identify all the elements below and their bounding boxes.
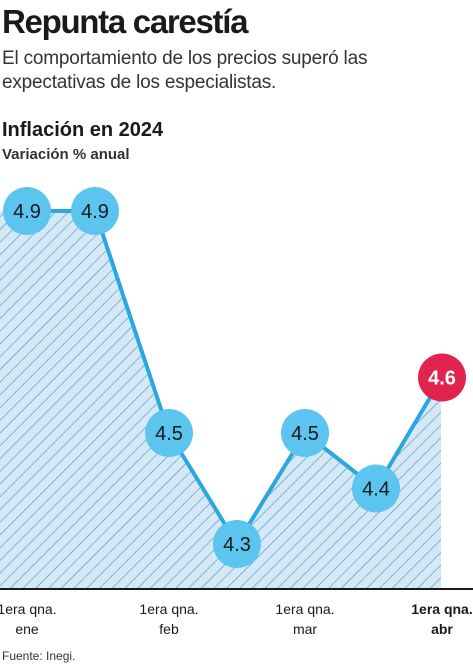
x-tick-month-label: abr xyxy=(431,621,453,637)
data-point-marker xyxy=(145,409,193,457)
data-point-marker xyxy=(281,409,329,457)
data-value-label: 4.9 xyxy=(13,201,41,223)
data-point-marker xyxy=(213,520,261,568)
chart-title: Inflación en 2024 xyxy=(2,119,164,141)
source-note: Fuente: Inegi. xyxy=(2,649,76,663)
x-tick-label: 1era qna. xyxy=(139,601,198,617)
highlight-marker xyxy=(418,353,466,402)
data-value-label: 4.4 xyxy=(362,479,390,501)
subheadline: El comportamiento de los precios superó … xyxy=(2,48,368,93)
data-value-label: 4.5 xyxy=(155,423,183,445)
x-tick-label: 1era qna. xyxy=(0,601,57,617)
x-tick-label: 1era qna. xyxy=(411,601,472,617)
headline: Repunta carestía xyxy=(2,3,248,40)
x-tick-month-label: feb xyxy=(159,621,179,637)
inflation-area-fill xyxy=(0,211,442,589)
data-value-label: 4.6 xyxy=(428,368,456,390)
x-tick-label: 1era qna. xyxy=(275,601,334,617)
data-point-marker xyxy=(71,187,119,235)
data-point-marker xyxy=(352,464,400,513)
chart-subtitle: Variación % anual xyxy=(2,146,130,163)
data-value-label: 4.9 xyxy=(81,201,109,223)
data-value-label: 4.3 xyxy=(223,534,251,556)
data-value-label: 4.5 xyxy=(291,423,319,445)
x-tick-month-label: mar xyxy=(293,621,317,637)
data-point-marker xyxy=(3,187,51,235)
x-tick-month-label: ene xyxy=(15,621,39,637)
